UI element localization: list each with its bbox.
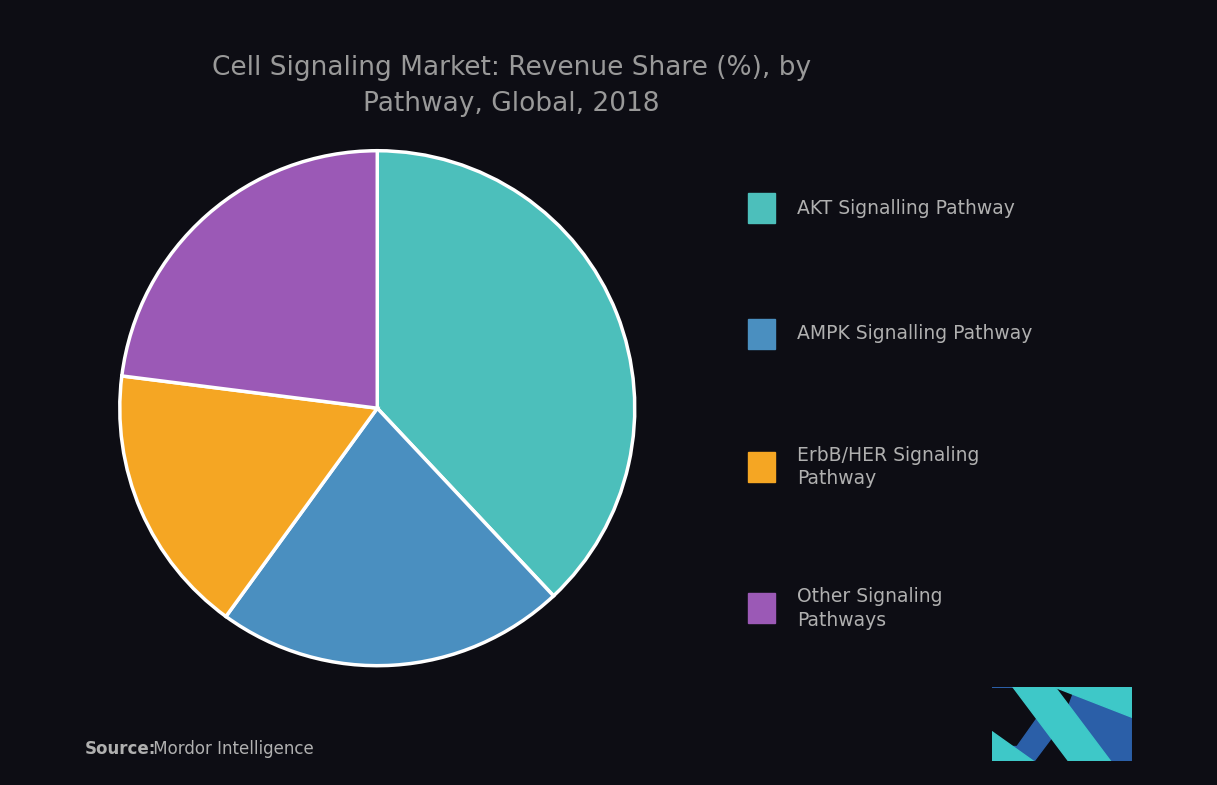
Polygon shape xyxy=(1055,687,1132,717)
Text: AMPK Signalling Pathway: AMPK Signalling Pathway xyxy=(797,324,1032,343)
Text: Other Signaling
Pathways: Other Signaling Pathways xyxy=(797,587,943,630)
Polygon shape xyxy=(1013,687,1111,761)
Wedge shape xyxy=(226,408,554,666)
Text: Cell Signaling Market: Revenue Share (%), by
Pathway, Global, 2018: Cell Signaling Market: Revenue Share (%)… xyxy=(212,55,811,117)
Polygon shape xyxy=(992,732,1033,761)
Polygon shape xyxy=(1061,687,1132,761)
Wedge shape xyxy=(119,376,377,616)
Wedge shape xyxy=(377,151,635,596)
Polygon shape xyxy=(992,687,1061,761)
Text: AKT Signalling Pathway: AKT Signalling Pathway xyxy=(797,199,1015,217)
Text: ErbB/HER Signaling
Pathway: ErbB/HER Signaling Pathway xyxy=(797,446,980,488)
Text: Source:: Source: xyxy=(85,739,157,758)
Text: Mordor Intelligence: Mordor Intelligence xyxy=(148,739,314,758)
Wedge shape xyxy=(122,151,377,408)
